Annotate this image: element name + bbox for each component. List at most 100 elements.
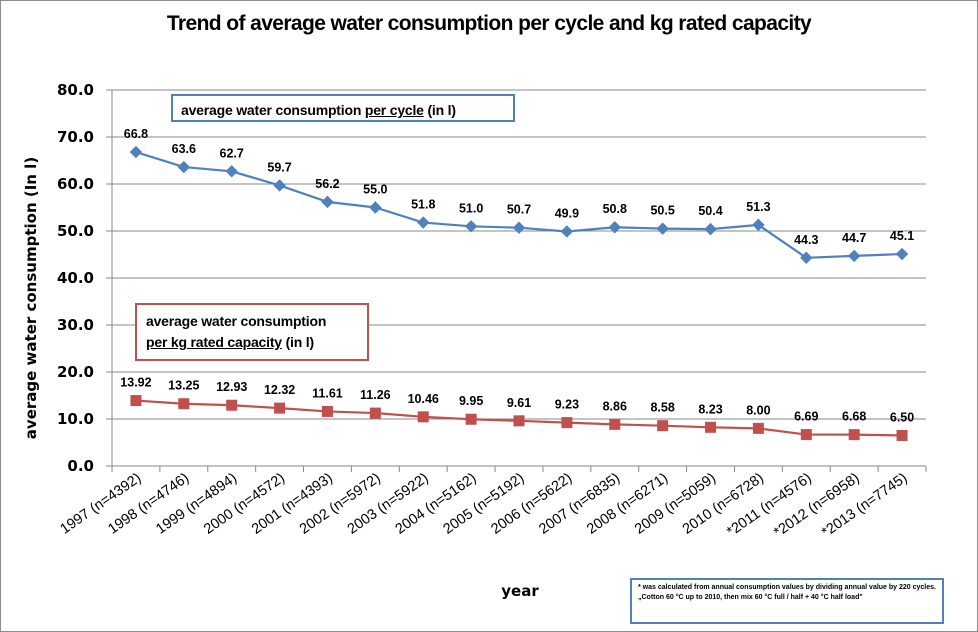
- data-label: 6.69: [794, 410, 818, 424]
- data-label: 11.26: [360, 388, 391, 402]
- x-tick-label: *2011 (n=4576): [724, 470, 815, 540]
- x-axis-title: year: [501, 582, 539, 600]
- data-label: 12.93: [216, 380, 247, 394]
- legend-per-kg-emph: per kg rated capacity: [146, 334, 282, 350]
- data-point-per-cycle: [464, 220, 478, 233]
- data-label: 50.5: [650, 204, 674, 218]
- data-label: 6.68: [842, 410, 866, 424]
- x-tick-label: 1999 (n=4894): [153, 470, 240, 537]
- data-label: 51.3: [746, 200, 770, 214]
- data-point-per-kg: [465, 413, 477, 425]
- legend-per-cycle-emph: per cycle: [364, 102, 424, 118]
- y-tick-label: 50.0: [57, 222, 94, 240]
- data-point-per-cycle: [273, 179, 286, 192]
- data-label: 49.9: [555, 206, 579, 220]
- chart-title: Trend of average water consumption per c…: [166, 12, 812, 35]
- data-point-per-cycle: [129, 145, 143, 159]
- data-point-per-kg: [369, 407, 381, 419]
- x-tick-label: 2002 (n=5972): [297, 470, 384, 537]
- x-tick-label: 2007 (n=6835): [536, 470, 623, 537]
- data-label: 10.46: [408, 392, 439, 406]
- x-tick-label: 2001 (n=4393): [249, 470, 336, 537]
- x-tick-label: 1997 (n=4392): [57, 470, 144, 537]
- data-label: 50.7: [507, 203, 531, 217]
- data-label: 55.0: [363, 183, 387, 197]
- data-point-per-kg: [609, 418, 621, 430]
- y-tick-label: 0.0: [67, 457, 94, 475]
- data-label: 6.50: [890, 410, 914, 424]
- x-tick-label: *2013 (n=7745): [819, 470, 910, 541]
- data-label: 44.3: [794, 233, 818, 247]
- data-label: 45.1: [890, 229, 914, 243]
- legend-per-cycle: average water consumption per cycle (in …: [171, 94, 515, 122]
- footnote: * was calculated from annual consumption…: [630, 578, 944, 624]
- data-label: 50.8: [603, 202, 627, 216]
- legend-per-cycle-prefix: average water consumption: [181, 102, 365, 118]
- data-point-per-cycle: [225, 165, 238, 178]
- data-point-per-kg: [848, 429, 860, 441]
- data-point-per-kg: [561, 417, 573, 429]
- data-label: 8.00: [746, 403, 770, 417]
- data-point-per-kg: [130, 395, 142, 407]
- data-label: 51.8: [411, 198, 435, 212]
- data-point-per-kg: [178, 398, 190, 410]
- data-point-per-cycle: [752, 218, 765, 232]
- data-point-per-cycle: [656, 222, 669, 235]
- data-label: 13.25: [168, 379, 199, 393]
- y-tick-label: 40.0: [57, 269, 94, 287]
- data-label: 51.0: [459, 201, 483, 215]
- data-point-per-cycle: [608, 221, 621, 234]
- x-tick-label: *2012 (n=6958): [771, 470, 862, 541]
- data-point-per-kg: [896, 429, 908, 441]
- data-point-per-kg: [274, 402, 286, 414]
- data-point-per-cycle: [847, 249, 861, 263]
- data-point-per-kg: [226, 399, 238, 411]
- data-point-per-kg: [417, 411, 429, 423]
- x-tick-label: 2003 (n=5922): [345, 470, 432, 537]
- x-tick-label: 2005 (n=5192): [441, 470, 528, 537]
- legend-per-kg: average water consumption per kg rated c…: [135, 303, 369, 361]
- data-point-per-cycle: [895, 247, 909, 261]
- data-label: 66.8: [124, 127, 148, 141]
- y-tick-label: 70.0: [57, 128, 94, 146]
- data-point-per-kg: [752, 422, 764, 434]
- data-label: 8.86: [603, 399, 627, 413]
- data-point-per-cycle: [369, 201, 382, 214]
- x-tick-label: 2008 (n=6271): [584, 470, 671, 537]
- legend-per-cycle-suffix: (in l): [423, 102, 456, 118]
- x-tick-label: 2004 (n=5162): [393, 470, 480, 537]
- y-tick-label: 10.0: [57, 410, 94, 428]
- y-axis-title: average water consumption (In l): [22, 157, 40, 439]
- data-label: 9.95: [459, 394, 483, 408]
- data-label: 9.23: [555, 398, 579, 412]
- y-tick-label: 80.0: [57, 81, 94, 99]
- data-point-per-cycle: [321, 195, 334, 209]
- data-point-per-kg: [513, 415, 525, 427]
- data-label: 12.32: [264, 383, 295, 397]
- data-point-per-kg: [321, 405, 333, 417]
- x-tick-label: 2000 (n=4572): [201, 470, 288, 537]
- x-tick-label: 1998 (n=4746): [105, 470, 192, 537]
- data-label: 8.58: [650, 401, 674, 415]
- data-label: 63.6: [172, 142, 196, 156]
- data-point-per-cycle: [704, 222, 717, 236]
- data-point-per-kg: [657, 420, 669, 432]
- data-label: 62.7: [220, 146, 244, 160]
- data-label: 11.61: [312, 386, 343, 400]
- legend-per-kg-line1: average water consumption: [146, 313, 327, 329]
- data-point-per-cycle: [177, 160, 191, 174]
- data-label: 13.92: [120, 376, 151, 390]
- y-tick-label: 20.0: [57, 363, 94, 381]
- y-tick-label: 30.0: [57, 316, 94, 334]
- data-point-per-cycle: [560, 225, 574, 238]
- data-label: 8.23: [698, 402, 722, 416]
- data-point-per-kg: [800, 429, 812, 441]
- data-label: 44.7: [842, 231, 866, 245]
- data-point-per-kg: [705, 421, 717, 433]
- data-label: 59.7: [267, 160, 291, 174]
- legend-per-kg-suffix: (in l): [281, 334, 315, 350]
- x-tick-label: 2006 (n=5622): [488, 470, 575, 537]
- data-label: 9.61: [507, 396, 531, 410]
- data-point-per-cycle: [512, 221, 526, 234]
